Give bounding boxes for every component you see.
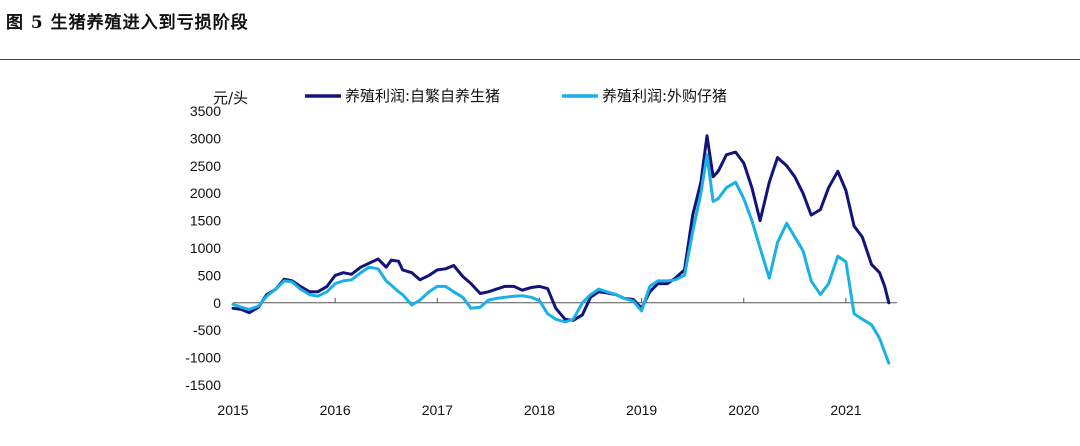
legend-label-1: 养殖利润:自繁自养生猪 bbox=[345, 87, 500, 105]
series-line-1 bbox=[231, 134, 891, 322]
y-tick-label: 1000 bbox=[190, 240, 221, 256]
y-tick-label: -500 bbox=[193, 322, 221, 338]
x-tick-label: 2017 bbox=[422, 402, 453, 418]
chart-series bbox=[231, 134, 891, 365]
y-tick-label: 3000 bbox=[190, 130, 221, 146]
chart-axes: -1500 -1000 -500 0 500 1000 1500 2000 2500 3000 35… bbox=[185, 103, 897, 418]
y-tick-label: 3500 bbox=[190, 103, 221, 119]
y-tick-label: -1500 bbox=[185, 377, 221, 393]
figure-title: 图 5 生猪养殖进入到亏损阶段 bbox=[6, 13, 249, 33]
y-tick-label: 0 bbox=[213, 295, 221, 311]
x-tick-label: 2021 bbox=[830, 402, 861, 418]
x-tick-label: 2018 bbox=[524, 402, 555, 418]
y-tick-label: -1000 bbox=[185, 350, 221, 366]
series-line-2 bbox=[231, 153, 891, 365]
chart-legend: 养殖利润:自繁自养生猪 养殖利润:外购仔猪 bbox=[305, 87, 727, 105]
x-tick-label: 2016 bbox=[320, 402, 351, 418]
x-tick-label: 2015 bbox=[217, 402, 248, 418]
y-tick-label: 2000 bbox=[190, 185, 221, 201]
y-tick-label: 1500 bbox=[190, 213, 221, 229]
y-tick-label: 500 bbox=[198, 267, 222, 283]
legend-label-2: 养殖利润:外购仔猪 bbox=[602, 87, 727, 105]
x-tick-label: 2020 bbox=[728, 402, 759, 418]
x-tick-label: 2019 bbox=[626, 402, 657, 418]
title-divider bbox=[0, 59, 1080, 60]
y-tick-label: 2500 bbox=[190, 158, 221, 174]
y-axis-unit-label: 元/头 bbox=[213, 89, 248, 107]
